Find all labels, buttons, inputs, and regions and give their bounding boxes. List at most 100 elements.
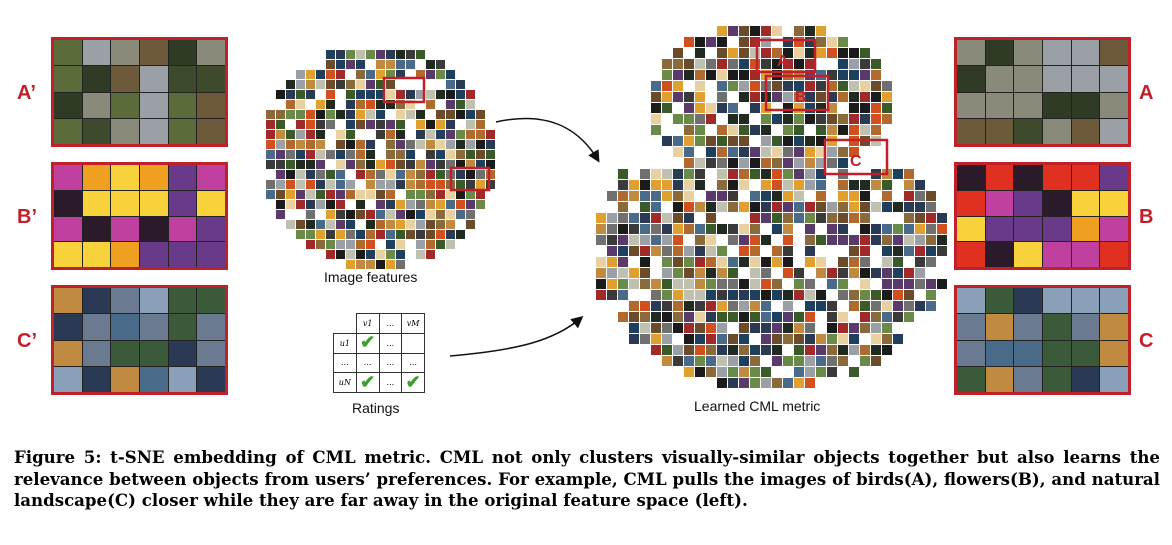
mosaic-thumbnail: [673, 70, 683, 80]
mosaic-thumbnail: [937, 224, 947, 234]
mosaic-thumbnail: [396, 50, 405, 59]
panel-thumbnail: [168, 314, 197, 340]
mosaic-thumbnail: [860, 301, 870, 311]
mosaic-thumbnail: [476, 130, 485, 139]
mosaic-thumbnail: [728, 268, 738, 278]
mosaic-thumbnail: [750, 312, 760, 322]
mosaic-thumbnail: [346, 220, 355, 229]
mosaic-thumbnail: [662, 224, 672, 234]
mosaic-thumbnail: [739, 323, 749, 333]
mosaic-thumbnail: [306, 170, 315, 179]
panel-thumbnail: [957, 314, 985, 340]
mosaic-thumbnail: [662, 279, 672, 289]
mosaic-thumbnail: [396, 210, 405, 219]
highlight-box-left-1: [382, 76, 426, 104]
mosaic-thumbnail: [783, 103, 793, 113]
left-panel-a-prime: [51, 37, 228, 147]
mosaic-thumbnail: [904, 169, 914, 179]
mosaic-thumbnail: [618, 279, 628, 289]
mosaic-thumbnail: [915, 202, 925, 212]
mosaic-thumbnail: [882, 301, 892, 311]
mosaic-thumbnail: [316, 160, 325, 169]
panel-thumbnail: [82, 216, 111, 242]
mosaic-thumbnail: [849, 301, 859, 311]
mosaic-thumbnail: [739, 114, 749, 124]
mosaic-thumbnail: [316, 190, 325, 199]
mosaic-thumbnail: [684, 279, 694, 289]
mosaic-thumbnail: [596, 257, 606, 267]
mosaic-thumbnail: [827, 345, 837, 355]
mosaic-thumbnail: [396, 240, 405, 249]
mosaic-thumbnail: [794, 279, 804, 289]
mosaic-thumbnail: [772, 312, 782, 322]
mosaic-thumbnail: [904, 235, 914, 245]
rating-check-icon: ✔: [355, 332, 380, 354]
mosaic-thumbnail: [276, 180, 285, 189]
mosaic-thumbnail: [396, 110, 405, 119]
mosaic-thumbnail: [662, 312, 672, 322]
mosaic-thumbnail: [286, 80, 295, 89]
mosaic-thumbnail: [356, 120, 365, 129]
mosaic-thumbnail: [794, 158, 804, 168]
panel-thumbnail: [957, 165, 985, 190]
mosaic-thumbnail: [607, 257, 617, 267]
mosaic-thumbnail: [266, 130, 275, 139]
mosaic-thumbnail: [684, 114, 694, 124]
mosaic-thumbnail: [739, 37, 749, 47]
mosaic-thumbnail: [673, 48, 683, 58]
mosaic-thumbnail: [761, 334, 771, 344]
panel-thumbnail: [168, 242, 197, 267]
mosaic-thumbnail: [761, 213, 771, 223]
mosaic-thumbnail: [306, 200, 315, 209]
mosaic-thumbnail: [915, 268, 925, 278]
mosaic-thumbnail: [366, 90, 375, 99]
mosaic-thumbnail: [838, 356, 848, 366]
mosaic-thumbnail: [717, 169, 727, 179]
panel-thumbnail: [168, 190, 197, 216]
mosaic-thumbnail: [366, 250, 375, 259]
panel-thumbnail: [111, 366, 139, 392]
mosaic-thumbnail: [750, 147, 760, 157]
mosaic-thumbnail: [356, 100, 365, 109]
mosaic-thumbnail: [406, 110, 415, 119]
mosaic-thumbnail: [860, 202, 870, 212]
panel-thumbnail: [985, 92, 1014, 118]
mosaic-thumbnail: [629, 279, 639, 289]
mosaic-thumbnail: [446, 240, 455, 249]
mosaic-thumbnail: [346, 110, 355, 119]
mosaic-thumbnail: [346, 60, 355, 69]
mosaic-thumbnail: [640, 213, 650, 223]
mosaic-thumbnail: [651, 246, 661, 256]
mosaic-thumbnail: [376, 130, 385, 139]
mosaic-thumbnail: [356, 230, 365, 239]
mosaic-thumbnail: [882, 345, 892, 355]
mosaic-thumbnail: [838, 125, 848, 135]
label-a-prime: A’: [17, 82, 36, 104]
mosaic-thumbnail: [386, 150, 395, 159]
mosaic-thumbnail: [860, 48, 870, 58]
mosaic-thumbnail: [739, 334, 749, 344]
mosaic-thumbnail: [783, 191, 793, 201]
mosaic-thumbnail: [673, 345, 683, 355]
mosaic-thumbnail: [761, 268, 771, 278]
mosaic-thumbnail: [386, 130, 395, 139]
mosaic-thumbnail: [673, 323, 683, 333]
mosaic-thumbnail: [416, 120, 425, 129]
mosaic-thumbnail: [618, 257, 628, 267]
mosaic-thumbnail: [386, 220, 395, 229]
panel-thumbnail: [139, 366, 168, 392]
panel-thumbnail: [139, 242, 168, 267]
mosaic-thumbnail: [276, 210, 285, 219]
mosaic-thumbnail: [296, 160, 305, 169]
mosaic-thumbnail: [717, 48, 727, 58]
mosaic-thumbnail: [783, 246, 793, 256]
mosaic-thumbnail: [871, 235, 881, 245]
mosaic-thumbnail: [838, 180, 848, 190]
mosaic-thumbnail: [286, 90, 295, 99]
mosaic-thumbnail: [651, 114, 661, 124]
panel-thumbnail: [54, 242, 82, 267]
mosaic-thumbnail: [750, 246, 760, 256]
panel-thumbnail: [54, 40, 82, 66]
mosaic-thumbnail: [326, 180, 335, 189]
panel-thumbnail: [139, 288, 168, 314]
